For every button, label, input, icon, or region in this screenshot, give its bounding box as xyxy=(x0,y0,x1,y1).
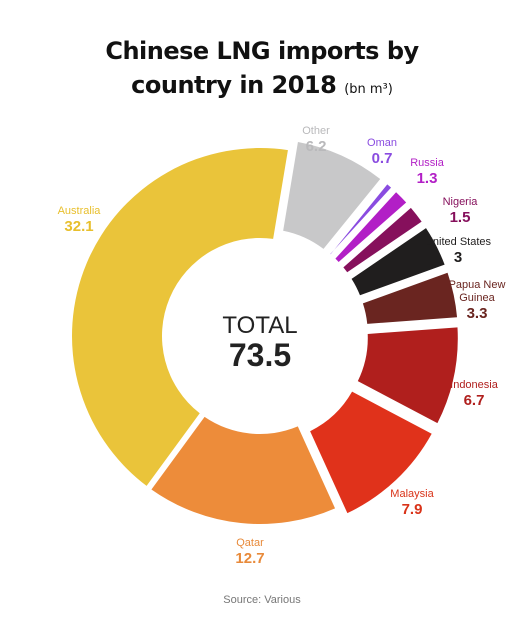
slice-united-states xyxy=(351,228,445,296)
slice-label-other: Other xyxy=(302,125,330,137)
slice-label-qatar: Qatar xyxy=(236,537,264,549)
slice-australia xyxy=(72,148,288,486)
slice-indonesia xyxy=(357,327,458,424)
source-note: Source: Various xyxy=(223,594,301,606)
slice-value-other: 6.2 xyxy=(306,138,327,155)
slice-value-australia: 32.1 xyxy=(64,218,93,235)
slice-value-qatar: 12.7 xyxy=(235,550,264,567)
donut-slices xyxy=(72,141,458,524)
slice-label-nigeria: Nigeria xyxy=(443,196,479,208)
slice-label-papua-new-guinea-line-1: Papua New xyxy=(449,279,506,291)
slice-malaysia xyxy=(310,391,432,514)
chart-title: Chinese LNG imports by country in 2018 (… xyxy=(0,34,524,107)
slice-nigeria xyxy=(343,207,422,273)
slice-value-united-states: 3 xyxy=(454,249,462,266)
slice-label-oman: Oman xyxy=(367,137,397,149)
slice-value-papua-new-guinea: 3.3 xyxy=(467,305,488,322)
slice-qatar xyxy=(151,416,336,524)
slice-label-united-states: United States xyxy=(425,236,492,248)
slice-russia xyxy=(335,192,407,262)
slice-label-russia: Russia xyxy=(410,157,445,169)
slice-label-indonesia: Indonesia xyxy=(450,379,499,391)
slice-papua-new-guinea xyxy=(362,272,458,324)
slice-label-malaysia: Malaysia xyxy=(390,488,434,500)
slice-value-indonesia: 6.7 xyxy=(464,392,485,409)
slice-value-nigeria: 1.5 xyxy=(450,209,471,226)
slice-label-australia: Australia xyxy=(58,205,102,217)
slice-value-malaysia: 7.9 xyxy=(402,501,423,518)
title-line-2-text: country in 2018 xyxy=(131,71,337,99)
title-unit: (bn m³) xyxy=(344,82,393,97)
slice-value-oman: 0.7 xyxy=(372,150,393,167)
total-value: 73.5 xyxy=(229,337,291,373)
slice-oman xyxy=(330,184,392,255)
slice-value-russia: 1.3 xyxy=(417,170,438,187)
slice-label-papua-new-guinea-line-2: Guinea xyxy=(459,292,495,304)
slice-other xyxy=(283,141,381,249)
title-line-2: country in 2018 (bn m³) xyxy=(0,68,524,107)
title-line-1: Chinese LNG imports by xyxy=(105,37,419,65)
total-label: TOTAL xyxy=(222,312,297,339)
